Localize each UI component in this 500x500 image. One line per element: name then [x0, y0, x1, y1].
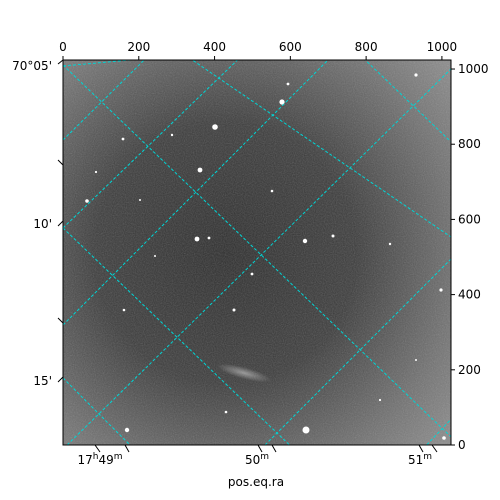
y-tick-label: 0 [458, 438, 466, 452]
dec-tick-mark [57, 376, 64, 383]
ra-tick-mark [418, 444, 424, 453]
star [302, 426, 310, 434]
y-tick-label: 200 [458, 363, 481, 377]
star [302, 238, 308, 244]
grid-line [191, 60, 451, 238]
star [279, 99, 285, 105]
star [212, 124, 218, 130]
dec-tick-label: 70°05' [12, 59, 52, 73]
star [439, 288, 443, 292]
x-pixel-axis: 0 200 400 600 800 1000 [59, 40, 457, 60]
grid-line [63, 64, 451, 438]
x-tick-label: 800 [355, 40, 378, 54]
y-tick-label: 600 [458, 212, 481, 226]
star [194, 236, 200, 242]
star [207, 236, 211, 240]
grid-line [264, 258, 451, 445]
star [139, 199, 141, 201]
x-tick-label: 200 [127, 40, 150, 54]
ra-tick-mark [431, 444, 438, 453]
ra-tick-label: 17h49m [77, 452, 122, 467]
plot-frame [62, 59, 452, 446]
y-tick-label: 400 [458, 288, 481, 302]
dec-tick-label: 10' [33, 217, 52, 231]
y-tick-label: 1000 [458, 62, 489, 76]
dec-tick-label: 15' [33, 374, 52, 388]
ra-tick-mark [124, 444, 130, 453]
ra-tick-mark [94, 444, 101, 453]
sky-image [63, 60, 451, 445]
ra-axis: 17h49m 50m 51m [77, 444, 438, 467]
grid-line [63, 60, 239, 229]
star-field [85, 73, 446, 440]
star [154, 255, 156, 257]
star [442, 436, 446, 440]
star [331, 234, 335, 238]
ra-tick-label: 50m [245, 452, 269, 467]
star [197, 167, 203, 173]
coordinate-grid [63, 60, 451, 445]
x-tick-label: 600 [279, 40, 302, 54]
star [286, 82, 290, 86]
star [388, 242, 392, 246]
grid-line [63, 377, 131, 445]
grid-line [66, 68, 451, 445]
grid-line [364, 60, 451, 143]
ra-tick-label: 51m [408, 452, 432, 467]
star [121, 137, 125, 141]
dec-tick-mark [57, 159, 64, 166]
x-tick-label: 0 [59, 40, 67, 54]
dec-tick-mark [57, 317, 64, 324]
star [232, 308, 236, 312]
ra-tick-mark [271, 444, 277, 453]
y-pixel-axis: 0 200 400 600 800 1000 [451, 62, 489, 452]
star [414, 73, 418, 77]
dec-tick-mark [57, 59, 64, 65]
star [124, 427, 130, 433]
grid-line [425, 418, 451, 445]
dec-axis: 70°05' 10' 15' [12, 59, 64, 388]
star [85, 199, 89, 203]
y-tick-label: 800 [458, 137, 481, 151]
star [415, 359, 417, 361]
grid-line [63, 60, 136, 67]
x-tick-label: 400 [203, 40, 226, 54]
star [224, 410, 228, 414]
star [378, 398, 382, 402]
x-tick-label: 1000 [427, 40, 458, 54]
star [170, 133, 174, 137]
star [270, 189, 274, 193]
grid-line [63, 60, 145, 141]
star [250, 272, 254, 276]
ra-tick-mark [257, 444, 263, 453]
x-axis-label: pos.eq.ra [228, 475, 284, 489]
star [122, 308, 126, 312]
star [94, 170, 98, 174]
dec-tick-mark [57, 220, 64, 227]
